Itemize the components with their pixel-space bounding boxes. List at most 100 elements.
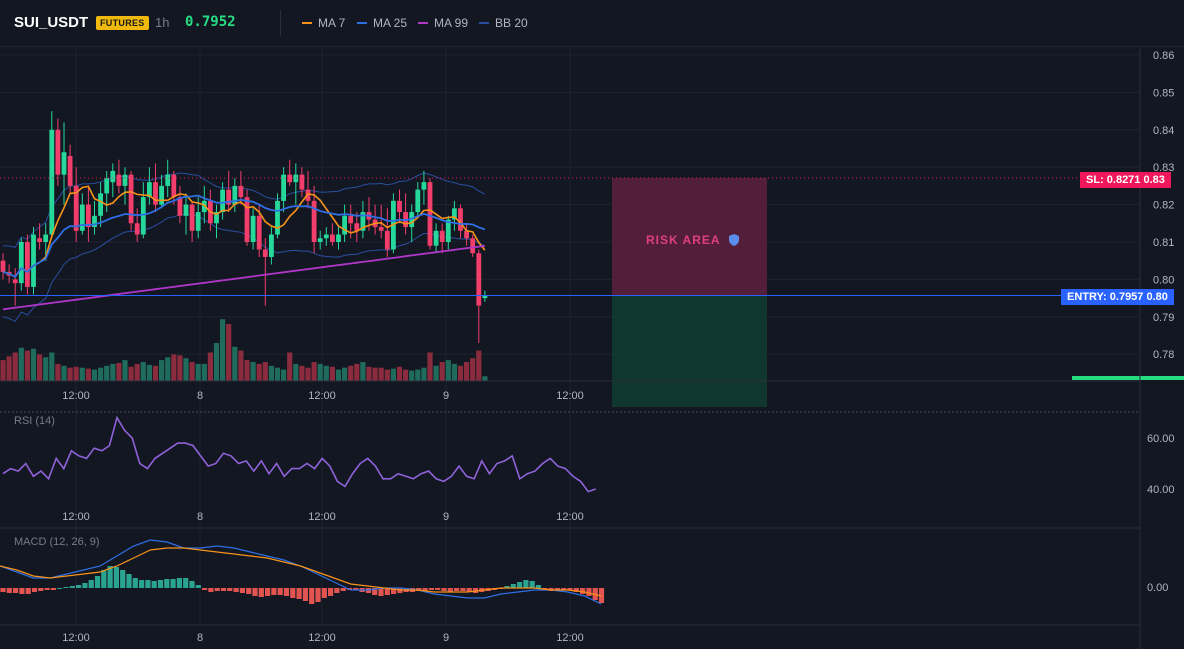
- legend-ma25[interactable]: MA 25: [357, 16, 407, 30]
- volume-bar-14: [85, 368, 91, 381]
- legend-bb20[interactable]: BB 20: [479, 16, 528, 30]
- macd-hist-36: [227, 588, 233, 591]
- symbol-name[interactable]: SUI_USDT: [14, 14, 89, 31]
- macd-hist-7: [44, 588, 50, 590]
- macd-hist-92: [580, 588, 586, 594]
- position-zones: [612, 178, 1184, 407]
- volume-bar-3: [18, 347, 24, 381]
- volume-bar-0: [0, 360, 6, 381]
- volume-bar-12: [73, 366, 79, 381]
- macd-hist-35: [220, 588, 227, 591]
- macd-hist-68: [428, 588, 434, 590]
- volume-bar-51: [311, 362, 317, 381]
- candle-body-74: [452, 208, 457, 220]
- candle-body-47: [287, 174, 293, 183]
- candle-body-26: [159, 185, 164, 205]
- rsi-time-tick-1: 8: [197, 511, 203, 523]
- macd-hist-20: [126, 574, 132, 588]
- macd-tick-0: 0.00: [1147, 582, 1168, 594]
- time-tick-3: 9: [443, 390, 449, 402]
- volume-bar-33: [201, 363, 207, 381]
- candle-body-10: [61, 152, 67, 175]
- volume-bar-30: [183, 358, 189, 381]
- volume-bar-55: [335, 369, 342, 381]
- candle-body-70: [427, 182, 433, 246]
- macd-hist-13: [82, 583, 88, 588]
- legend-ma99[interactable]: MA 99: [418, 16, 468, 30]
- macd-hist-39: [246, 588, 252, 594]
- candle-body-53: [323, 234, 329, 239]
- candle-body-4: [25, 242, 30, 287]
- candle-body-51: [311, 200, 317, 242]
- macd-hist-22: [139, 580, 145, 588]
- candle-body-32: [195, 212, 201, 231]
- macd-hist-5: [31, 588, 38, 592]
- candle-body-73: [445, 219, 451, 242]
- rsi-time-tick-3: 9: [443, 511, 449, 523]
- entry-axis-price: 0.80: [1146, 291, 1168, 303]
- volume-bar-18: [110, 363, 116, 381]
- entry-text: ENTRY: 0.7957: [1067, 291, 1144, 303]
- candle-body-49: [299, 174, 305, 190]
- candle-body-37: [226, 189, 232, 205]
- chart-header: SUI_USDT FUTURES 1h 0.7952 MA 7 MA 25 MA…: [0, 0, 1184, 47]
- macd-hist-72: [454, 588, 460, 591]
- candle-body-12: [73, 185, 79, 231]
- legend-ma7[interactable]: MA 7: [302, 16, 345, 30]
- volume-bar-53: [323, 365, 329, 381]
- price-tick-6: 0.80: [1153, 274, 1174, 286]
- macd-hist-85: [535, 585, 542, 588]
- volume-bar-57: [348, 365, 354, 381]
- legend-ma7-label: MA 7: [318, 16, 346, 30]
- macd-hist-84: [529, 581, 535, 588]
- candle-body-50: [305, 189, 311, 201]
- macd-hist-86: [542, 588, 548, 589]
- candle-body-36: [220, 189, 225, 213]
- macd-hist-17: [107, 566, 113, 588]
- stop-loss-label[interactable]: SL: 0.8271 0.83: [1080, 172, 1171, 188]
- bollinger-bands: [2, 172, 486, 322]
- macd-hist-37: [233, 588, 239, 592]
- candle-body-45: [275, 200, 280, 235]
- volume-bar-31: [189, 362, 195, 381]
- volume-bar-48: [293, 363, 299, 381]
- candle-body-9: [55, 129, 61, 175]
- volume-bar-11: [67, 367, 73, 381]
- candle-body-54: [330, 234, 335, 242]
- ma99-line: [2, 244, 486, 311]
- volume-bar-49: [299, 365, 305, 381]
- macd-hist-82: [517, 582, 523, 588]
- macd-hist-95: [598, 588, 605, 603]
- candle-body-39: [238, 185, 244, 198]
- macd-hist-73: [460, 588, 466, 591]
- macd-hist-43: [271, 588, 277, 595]
- macd-hist-63: [397, 588, 403, 593]
- macd-hist-30: [189, 581, 195, 588]
- macd-hist-8: [50, 588, 56, 590]
- timeframe[interactable]: 1h: [155, 15, 170, 30]
- entry-label[interactable]: ENTRY: 0.7957 0.80: [1061, 289, 1174, 305]
- macd-hist-38: [239, 588, 245, 593]
- volume-bar-26: [159, 360, 165, 381]
- volume-bar-47: [287, 352, 293, 381]
- macd-time-tick-2: 12:00: [308, 632, 336, 644]
- time-tick-4: 12:00: [556, 390, 584, 402]
- macd-hist-51: [321, 588, 327, 598]
- candle-body-56: [342, 215, 347, 235]
- macd-hist-4: [25, 588, 31, 594]
- macd-hist-49: [309, 588, 315, 604]
- header-divider: [280, 10, 281, 36]
- volume-bar-39: [238, 350, 244, 381]
- volume-bar-44: [268, 365, 274, 381]
- macd-hist-24: [151, 581, 157, 588]
- volume-bar-36: [220, 319, 226, 381]
- volume-bar-35: [213, 343, 220, 381]
- candle-body-77: [470, 238, 476, 254]
- macd-hist-21: [132, 578, 138, 588]
- macd-hist-40: [252, 588, 258, 596]
- candle-body-5: [31, 234, 36, 287]
- grid-lines: [0, 48, 1140, 625]
- volume-bar-58: [354, 363, 360, 381]
- macd-hist-44: [277, 588, 283, 595]
